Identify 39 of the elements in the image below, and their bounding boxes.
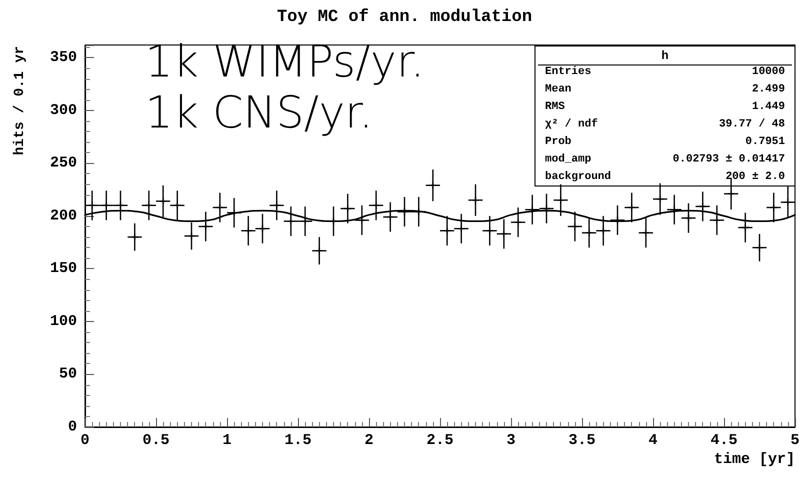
y-tick-label: 0 xyxy=(68,418,77,436)
y-tick-label: 250 xyxy=(50,154,77,172)
x-tick-label: 1 xyxy=(222,432,232,449)
chart-title: Toy MC of ann. modulation xyxy=(276,8,532,27)
x-tick-label: 2 xyxy=(364,432,374,449)
y-axis-title: hits / 0.1 yr xyxy=(12,46,28,156)
annotation: Prob xyxy=(545,136,572,148)
annotation: h xyxy=(661,49,669,63)
y-tick-label: 100 xyxy=(50,312,77,330)
annotation: background xyxy=(545,171,612,183)
annotation: 0.02793 ± 0.01417 xyxy=(672,154,785,166)
annotation: 0.7951 xyxy=(745,136,786,148)
y-tick-label: 350 xyxy=(50,49,77,66)
y-tick-label: 200 xyxy=(50,207,77,224)
annotation: RMS xyxy=(545,101,566,113)
annotation: 1.449 xyxy=(752,101,785,113)
y-tick-label: 300 xyxy=(50,102,77,119)
x-tick-label: 4.5 xyxy=(710,432,738,449)
x-tick-label: 3.5 xyxy=(568,432,596,449)
x-tick-label: 2.5 xyxy=(426,432,454,449)
y-tick-label: 50 xyxy=(58,366,77,383)
x-tick-label: 0.5 xyxy=(142,432,170,449)
annotation: 39.77 / 48 xyxy=(718,118,786,130)
annotation: 1k CNS/yr. xyxy=(145,88,373,138)
annotation: 1k WIMPs/yr. xyxy=(145,36,424,88)
x-tick-label: 4 xyxy=(648,432,658,449)
annotation: 2.499 xyxy=(752,84,785,96)
annotation: 10000 xyxy=(752,66,785,78)
annotation: Mean xyxy=(545,84,572,96)
annotation: 200 ± 2.0 xyxy=(726,171,785,183)
x-tick-label: 5 xyxy=(790,432,800,449)
annotation: mod_amp xyxy=(545,154,592,166)
x-axis-title: time [yr] xyxy=(714,451,795,468)
x-tick-label: 0 xyxy=(80,432,90,449)
x-tick-label: 1.5 xyxy=(284,432,312,449)
x-tick-label: 3 xyxy=(506,432,516,449)
annotation: χ² / ndf xyxy=(545,118,598,130)
y-tick-label: 150 xyxy=(50,260,77,278)
annotation: Entries xyxy=(545,66,592,78)
